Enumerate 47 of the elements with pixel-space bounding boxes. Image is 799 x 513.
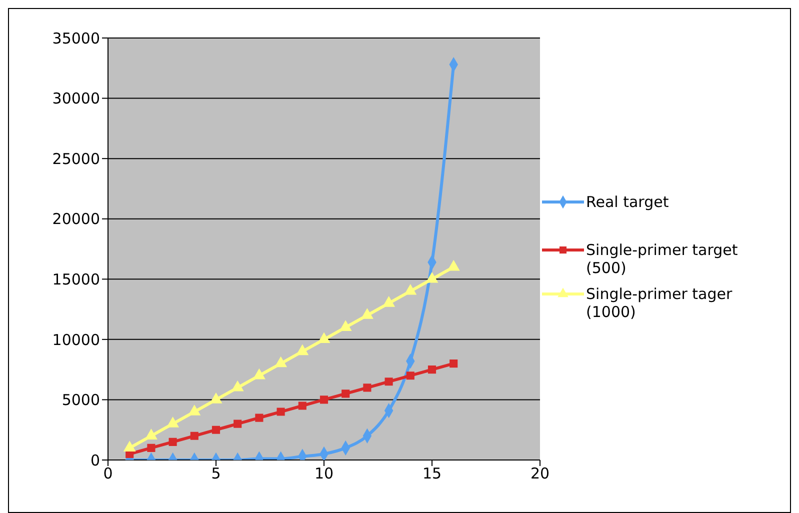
point xyxy=(210,393,222,404)
x-tick-label: 15 xyxy=(422,464,442,483)
point xyxy=(234,420,242,428)
point xyxy=(298,402,306,410)
legend-label: Single-primer target (500) xyxy=(586,240,739,276)
point xyxy=(188,405,200,416)
point xyxy=(426,272,438,283)
point xyxy=(320,396,328,404)
y-tick-label: 15000 xyxy=(52,270,100,288)
point xyxy=(363,384,372,392)
point xyxy=(448,260,460,271)
legend-label: Single-primer tager (1000) xyxy=(586,284,734,320)
point xyxy=(318,332,330,344)
y-tick-label: 0 xyxy=(90,451,100,470)
point xyxy=(276,408,285,416)
point xyxy=(232,380,244,392)
point xyxy=(166,417,179,428)
point xyxy=(274,356,287,368)
point xyxy=(382,296,395,307)
point xyxy=(404,284,416,295)
y-tick-label: 5000 xyxy=(62,391,100,410)
y-tick-label: 10000 xyxy=(52,330,100,349)
point xyxy=(145,429,158,440)
point xyxy=(190,432,198,440)
point xyxy=(384,378,393,386)
point xyxy=(342,390,350,398)
x-tick-label: 10 xyxy=(314,464,334,483)
point xyxy=(168,438,177,446)
point xyxy=(406,372,414,380)
x-tick-label: 5 xyxy=(211,464,221,483)
point xyxy=(124,441,136,452)
x-tick-label: 20 xyxy=(530,464,550,483)
point xyxy=(428,366,436,374)
point xyxy=(361,308,374,319)
point xyxy=(212,426,220,434)
point xyxy=(296,344,308,356)
y-tick-label: 25000 xyxy=(52,150,100,168)
y-tick-label: 20000 xyxy=(52,210,100,228)
point xyxy=(255,414,264,422)
x-tick-label: 0 xyxy=(103,464,113,483)
legend-label: Real target xyxy=(586,192,669,210)
y-tick-label: 35000 xyxy=(52,29,100,48)
point xyxy=(147,444,156,452)
point xyxy=(253,368,266,380)
point xyxy=(450,360,458,368)
y-tick-label: 30000 xyxy=(52,90,100,108)
point xyxy=(340,320,352,331)
